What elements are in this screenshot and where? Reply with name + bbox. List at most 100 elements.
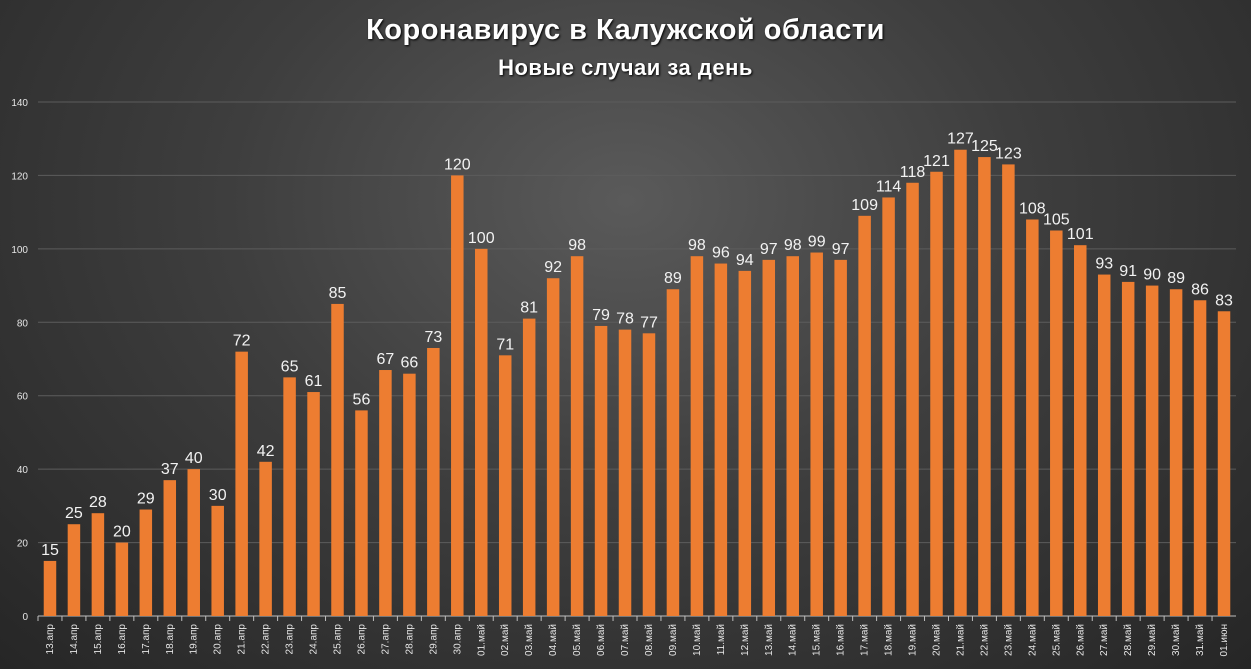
x-tick-label: 24.апр <box>309 624 320 655</box>
bar <box>714 263 728 616</box>
data-label: 91 <box>1119 263 1137 280</box>
bar <box>666 289 680 616</box>
x-tick-label: 30.апр <box>452 624 463 655</box>
bar <box>930 171 943 616</box>
bar <box>163 480 177 616</box>
x-tick-label: 10.май <box>692 624 703 656</box>
x-tick-label: 19.апр <box>189 624 200 655</box>
bar <box>115 542 129 616</box>
data-label: 77 <box>640 314 658 331</box>
bar <box>1217 311 1231 616</box>
bar <box>786 256 799 616</box>
data-label: 118 <box>900 164 926 181</box>
bar <box>283 377 296 616</box>
bar <box>978 157 991 617</box>
data-label: 101 <box>1067 226 1094 243</box>
bar <box>882 197 895 616</box>
bar <box>810 252 823 616</box>
data-label: 125 <box>971 138 998 155</box>
data-label: 100 <box>468 230 495 247</box>
data-label: 94 <box>736 252 754 269</box>
bar <box>403 373 416 616</box>
y-tick-label: 120 <box>11 171 28 182</box>
data-label: 28 <box>89 494 107 511</box>
data-label: 83 <box>1215 292 1233 309</box>
x-tick-label: 25.апр <box>333 624 344 655</box>
data-label: 89 <box>1167 270 1185 287</box>
y-tick-label: 20 <box>17 539 29 550</box>
x-tick-label: 28.апр <box>404 624 415 655</box>
x-tick-label: 16.май <box>836 624 847 656</box>
x-tick-label: 29.апр <box>428 624 439 655</box>
data-label: 121 <box>923 153 950 170</box>
data-label: 85 <box>329 285 347 302</box>
x-tick-label: 25.май <box>1051 624 1062 656</box>
x-tick-label: 02.май <box>500 624 511 656</box>
x-tick-label: 21.апр <box>237 624 248 655</box>
y-tick-label: 100 <box>11 245 28 256</box>
bar <box>1002 164 1015 616</box>
x-tick-label: 31.май <box>1195 624 1206 656</box>
data-label: 105 <box>1043 212 1070 229</box>
x-tick-label: 17.апр <box>141 624 152 655</box>
x-tick-label: 27.апр <box>380 624 391 655</box>
y-tick-label: 140 <box>11 98 28 109</box>
x-tick-label: 13.май <box>764 624 775 656</box>
data-label: 71 <box>496 336 514 353</box>
data-label: 40 <box>185 450 203 467</box>
data-label: 56 <box>353 391 371 408</box>
y-tick-label: 60 <box>17 392 29 403</box>
x-tick-label: 13.апр <box>45 624 56 655</box>
x-tick-label: 14.апр <box>69 624 80 655</box>
bar <box>1074 245 1087 616</box>
data-label: 25 <box>65 505 83 522</box>
bar <box>1097 274 1111 616</box>
data-label: 15 <box>41 542 59 559</box>
bar <box>451 175 464 616</box>
y-tick-label: 40 <box>17 465 29 476</box>
chart-title: Коронавирус в Калужской области <box>366 14 885 46</box>
data-label: 72 <box>233 333 251 350</box>
data-label: 97 <box>832 241 850 258</box>
bar <box>427 347 440 616</box>
data-label: 30 <box>209 487 227 504</box>
x-tick-label: 30.май <box>1171 624 1182 656</box>
data-label: 99 <box>808 234 826 251</box>
data-label: 73 <box>424 329 442 346</box>
bar <box>43 560 57 616</box>
x-tick-label: 29.май <box>1147 624 1158 656</box>
x-tick-label: 28.май <box>1123 624 1134 656</box>
x-tick-label: 04.май <box>548 624 559 656</box>
x-tick-label: 01.май <box>476 624 487 656</box>
x-tick-label: 26.май <box>1075 624 1086 656</box>
x-tick-label: 20.май <box>932 624 943 656</box>
bar <box>498 355 512 616</box>
x-tick-label: 11.май <box>716 624 727 655</box>
data-label: 98 <box>688 237 706 254</box>
data-label: 90 <box>1143 267 1161 284</box>
x-tick-label: 21.май <box>955 624 966 656</box>
data-label: 20 <box>113 524 131 541</box>
bar <box>834 259 847 616</box>
x-tick-label: 07.май <box>620 624 631 656</box>
bar <box>522 318 536 616</box>
data-label: 98 <box>568 237 586 254</box>
bar <box>690 256 704 616</box>
data-label: 97 <box>760 241 778 258</box>
data-label: 29 <box>137 491 155 508</box>
x-tick-label: 26.апр <box>356 624 367 655</box>
data-label: 67 <box>377 351 395 368</box>
bar <box>762 259 776 616</box>
bar <box>906 182 919 616</box>
x-tick-label: 17.май <box>860 624 871 656</box>
data-label: 86 <box>1191 281 1209 298</box>
bar <box>1193 300 1207 616</box>
x-tick-label: 23.май <box>1003 624 1014 656</box>
x-tick-label: 05.май <box>572 624 583 656</box>
data-label: 114 <box>876 178 902 195</box>
bar <box>355 410 368 616</box>
x-tick-label: 09.май <box>668 624 679 656</box>
bar <box>235 351 248 616</box>
data-label: 61 <box>305 373 323 390</box>
